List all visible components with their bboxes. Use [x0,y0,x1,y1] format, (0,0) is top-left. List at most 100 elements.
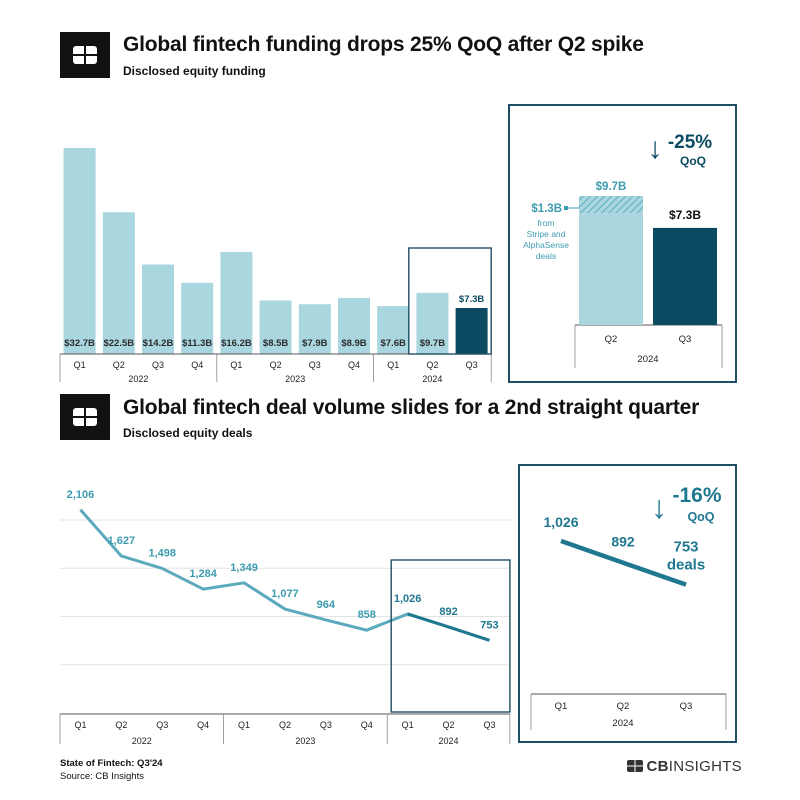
funding-bar-chart: $32.7B $22.5B $14.2B $11.3B $16.2B $8.5B $7.9B… [59,104,737,384]
deals-point-label: 1,627 [108,535,136,547]
x-tick-label: Q4 [348,360,360,370]
stacked-note-line: from [538,218,555,228]
detail-year-label: 2024 [612,718,633,729]
x-tick-label: Q2 [426,360,438,370]
detail-panel [518,464,737,743]
detail-bar-q2-hatched [579,195,643,214]
funding-bar-label: $8.9B [341,338,366,349]
detail-point-label: 753 [673,539,698,556]
deals-line-2024 [407,612,490,642]
detail-label-q3: $7.3B [669,208,701,222]
deals-subtitle: Disclosed equity deals [123,426,253,440]
x-year-label: 2022 [128,374,148,384]
change-value: -16% [672,484,721,507]
funding-title: Global fintech funding drops 25% QoQ aft… [123,33,644,56]
brand-insights: INSIGHTS [668,758,742,775]
deals-point-label: 1,284 [189,568,217,580]
x-tick-label: Q3 [466,360,478,370]
funding-bar-label: $11.3B [182,338,212,349]
highlight-box [390,559,511,713]
x-tick-label: Q3 [483,720,495,730]
funding-bar-label: $7.6B [381,338,406,349]
deals-title: Global fintech deal volume slides for a … [123,396,700,419]
deals-point-label: 1,026 [394,593,422,605]
funding-bar [298,304,331,354]
funding-bar [181,282,214,354]
x-tick-label: Q4 [191,360,203,370]
brand-cb: CB [646,758,669,775]
cb-brand-icon [627,759,644,776]
stacked-note-line: Stripe and [527,229,566,239]
detail-point-label: 892 [611,533,635,549]
x-tick-label: Q3 [156,720,168,730]
deals-point-label: 1,498 [148,547,176,559]
funding-subtitle: Disclosed equity funding [123,64,266,78]
funding-bar-label: $22.5B [103,338,134,349]
x-tick-label: Q3 [309,360,321,370]
funding-bar-label: $7.9B [302,338,327,349]
detail-bar-q2 [579,213,643,325]
funding-bar [142,264,174,354]
detail-unit-label: deals [667,557,705,574]
x-tick-label: Q1 [74,360,86,370]
x-year-label: 2024 [422,374,442,384]
x-tick-label: Q2 [443,720,455,730]
change-value: -25% [668,132,712,153]
cb-logo-icon [60,394,110,440]
x-tick-label: Q2 [279,720,291,730]
stacked-note-line: AlphaSense [523,240,569,250]
x-year-label: 2024 [439,736,459,746]
down-arrow-icon: ↓ [648,132,663,165]
x-tick-label: Q1 [238,720,250,730]
detail-year-label: 2024 [637,354,658,365]
down-arrow-icon: ↓ [651,489,667,525]
stacked-connector-dot [564,205,568,210]
deals-point-label: 1,077 [271,588,299,600]
cb-insights-brand: CBINSIGHTS [627,758,742,776]
x-year-label: 2022 [132,736,152,746]
deals-point-label: 964 [317,599,336,611]
source-note: Source: CB Insights [60,771,144,782]
funding-bar [377,306,410,354]
x-tick-label: Q1 [402,720,414,730]
detail-point-label: 1,026 [543,514,578,530]
funding-bar [416,292,449,354]
x-tick-label: Q3 [152,360,164,370]
funding-bar-label: $14.2B [143,338,174,349]
change-unit: QoQ [687,510,714,524]
change-unit: QoQ [680,154,706,168]
highlight-box [408,247,492,355]
x-tick-label: Q2 [115,720,127,730]
x-year-label: 2023 [295,736,315,746]
funding-bar-label: $8.5B [263,338,288,349]
x-tick-label: Q1 [387,360,399,370]
deals-line-chart: 2,106 1,627 1,498 1,284 1,349 1,077 964 858 1,02… [59,464,737,746]
deals-point-label: 1,349 [230,562,258,574]
detail-tick-label: Q2 [605,334,618,345]
detail-tick-label: Q3 [679,334,692,345]
funding-bar [102,212,135,354]
detail-bar-q3 [653,227,717,325]
x-tick-label: Q1 [74,720,86,730]
funding-bar-label: $9.7B [420,338,445,349]
deals-point-label: 892 [439,606,457,618]
stacked-note-line: deals [536,251,556,261]
funding-bar [259,300,292,354]
x-tick-label: Q3 [320,720,332,730]
report-name: State of Fintech: Q3'24 [60,758,163,769]
funding-bar-label: $7.3B [459,294,484,305]
detail-tick-label: Q2 [617,701,630,712]
x-tick-label: Q1 [230,360,242,370]
funding-bar [63,147,96,354]
funding-bar [455,308,488,354]
deals-point-label: 2,106 [67,489,95,501]
funding-bar-label: $16.2B [221,338,252,349]
x-tick-label: Q4 [197,720,209,730]
x-tick-label: Q2 [113,360,125,370]
detail-label-q2: $9.7B [596,181,627,193]
x-tick-label: Q4 [361,720,373,730]
x-year-label: 2023 [285,374,305,384]
funding-bar [220,251,253,354]
deals-point-label: 858 [358,609,376,621]
funding-bar-label: $32.7B [64,338,95,349]
